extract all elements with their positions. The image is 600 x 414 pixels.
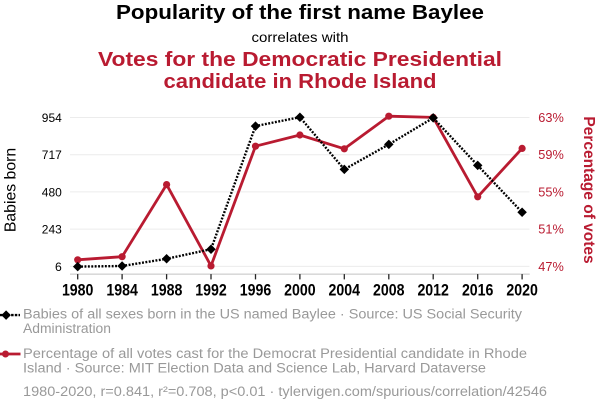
svg-text:2004: 2004 [329, 282, 361, 300]
svg-text:Administration: Administration [23, 321, 111, 336]
svg-text:1992: 1992 [195, 282, 227, 300]
svg-text:2012: 2012 [417, 282, 449, 300]
svg-text:51%: 51% [538, 223, 564, 237]
svg-text:Votes for the Democratic Presi: Votes for the Democratic Presidential [98, 48, 502, 71]
svg-text:1984: 1984 [106, 282, 138, 300]
svg-text:Island · Source: MIT Election: Island · Source: MIT Election Data and S… [23, 361, 486, 376]
svg-text:2020: 2020 [506, 282, 538, 300]
svg-text:59%: 59% [538, 148, 564, 162]
svg-text:717: 717 [42, 148, 62, 162]
svg-text:Percentage of all votes cast f: Percentage of all votes cast for the Dem… [23, 346, 527, 361]
svg-text:55%: 55% [538, 185, 564, 199]
svg-text:Percentage of votes: Percentage of votes [580, 116, 597, 263]
svg-text:2000: 2000 [284, 282, 316, 300]
svg-text:954: 954 [42, 111, 62, 125]
svg-text:Popularity of the first name B: Popularity of the first name Baylee [116, 1, 484, 24]
svg-text:1988: 1988 [151, 282, 183, 300]
svg-text:Babies born: Babies born [2, 148, 19, 232]
svg-text:1996: 1996 [240, 282, 272, 300]
svg-text:correlates with: correlates with [252, 29, 349, 45]
svg-text:1980-2020, r=0.841, r²=0.708,: 1980-2020, r=0.841, r²=0.708, p<0.01 · t… [23, 384, 547, 399]
svg-text:63%: 63% [538, 111, 564, 125]
svg-text:480: 480 [42, 185, 62, 199]
svg-text:1980: 1980 [62, 282, 94, 300]
svg-text:2016: 2016 [462, 282, 494, 300]
svg-text:2008: 2008 [373, 282, 405, 300]
svg-text:47%: 47% [538, 260, 564, 274]
svg-text:243: 243 [42, 223, 62, 237]
svg-text:6: 6 [55, 260, 62, 274]
svg-text:Babies of all sexes born in th: Babies of all sexes born in the US named… [23, 307, 522, 322]
svg-text:candidate in Rhode Island: candidate in Rhode Island [164, 70, 437, 93]
